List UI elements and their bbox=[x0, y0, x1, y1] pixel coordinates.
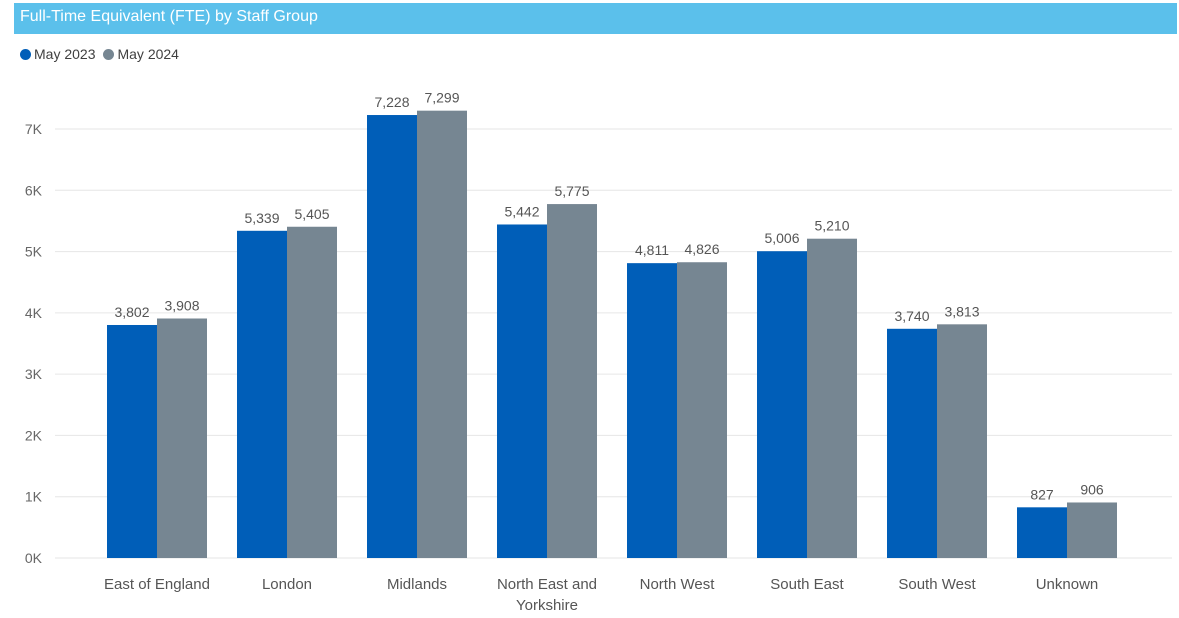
x-category-label: London bbox=[262, 576, 312, 593]
chart-title-bar: Full-Time Equivalent (FTE) by Staff Grou… bbox=[14, 3, 1177, 34]
data-label: 3,813 bbox=[944, 303, 979, 319]
x-category-label: North West bbox=[640, 576, 716, 593]
bar[interactable] bbox=[937, 324, 987, 558]
x-category-label: East of England bbox=[104, 576, 210, 593]
bar[interactable] bbox=[807, 238, 857, 559]
legend-label-may-2024: May 2024 bbox=[117, 46, 179, 62]
data-label: 5,006 bbox=[764, 230, 799, 246]
data-label: 5,405 bbox=[294, 206, 329, 222]
y-tick-label: 6K bbox=[25, 182, 43, 198]
data-label: 3,740 bbox=[894, 308, 929, 324]
y-tick-label: 2K bbox=[25, 427, 43, 443]
legend-marker-may-2023 bbox=[20, 48, 31, 60]
x-category-label: Yorkshire bbox=[516, 597, 578, 614]
bar[interactable] bbox=[677, 262, 727, 558]
data-label: 827 bbox=[1030, 486, 1054, 502]
bar[interactable] bbox=[237, 230, 287, 558]
bar[interactable] bbox=[497, 224, 547, 558]
data-label: 5,775 bbox=[554, 183, 589, 199]
bar[interactable] bbox=[1067, 502, 1117, 558]
legend-label-may-2023: May 2023 bbox=[34, 46, 96, 62]
x-category-label: South West bbox=[898, 576, 976, 593]
chart-legend[interactable]: May 2023 May 2024 bbox=[20, 44, 187, 64]
bar[interactable] bbox=[1017, 507, 1067, 558]
y-tick-label: 4K bbox=[25, 305, 43, 321]
y-tick-label: 3K bbox=[25, 366, 43, 382]
x-category-label: South East bbox=[770, 576, 844, 593]
bar[interactable] bbox=[887, 328, 937, 558]
chart-title: Full-Time Equivalent (FTE) by Staff Grou… bbox=[20, 8, 318, 25]
data-label: 4,826 bbox=[684, 241, 719, 257]
data-label: 7,299 bbox=[424, 90, 459, 106]
legend-item-may-2024[interactable]: May 2024 bbox=[103, 46, 179, 62]
data-label: 3,908 bbox=[164, 297, 199, 313]
bar[interactable] bbox=[547, 204, 597, 558]
data-label: 906 bbox=[1080, 481, 1104, 497]
data-label: 3,802 bbox=[114, 304, 149, 320]
data-label: 4,811 bbox=[635, 242, 669, 258]
data-label: 5,442 bbox=[504, 203, 539, 219]
x-category-label: Midlands bbox=[387, 576, 447, 593]
bar[interactable] bbox=[367, 115, 417, 558]
data-label: 5,210 bbox=[814, 218, 849, 234]
bar[interactable] bbox=[157, 318, 207, 558]
bar[interactable] bbox=[627, 263, 677, 558]
x-category-label: Unknown bbox=[1036, 576, 1099, 593]
bar[interactable] bbox=[417, 110, 467, 558]
data-label: 5,339 bbox=[244, 210, 279, 226]
x-category-label: North East and bbox=[497, 576, 597, 593]
legend-marker-may-2024 bbox=[103, 48, 115, 60]
y-tick-label: 7K bbox=[25, 121, 43, 137]
bar[interactable] bbox=[107, 324, 157, 558]
bar[interactable] bbox=[757, 251, 807, 558]
legend-item-may-2023[interactable]: May 2023 bbox=[20, 46, 95, 62]
y-tick-label: 5K bbox=[25, 244, 43, 260]
y-tick-label: 1K bbox=[25, 489, 43, 505]
data-label: 7,228 bbox=[374, 94, 409, 110]
y-tick-label: 0K bbox=[25, 550, 43, 566]
bar[interactable] bbox=[287, 226, 337, 558]
